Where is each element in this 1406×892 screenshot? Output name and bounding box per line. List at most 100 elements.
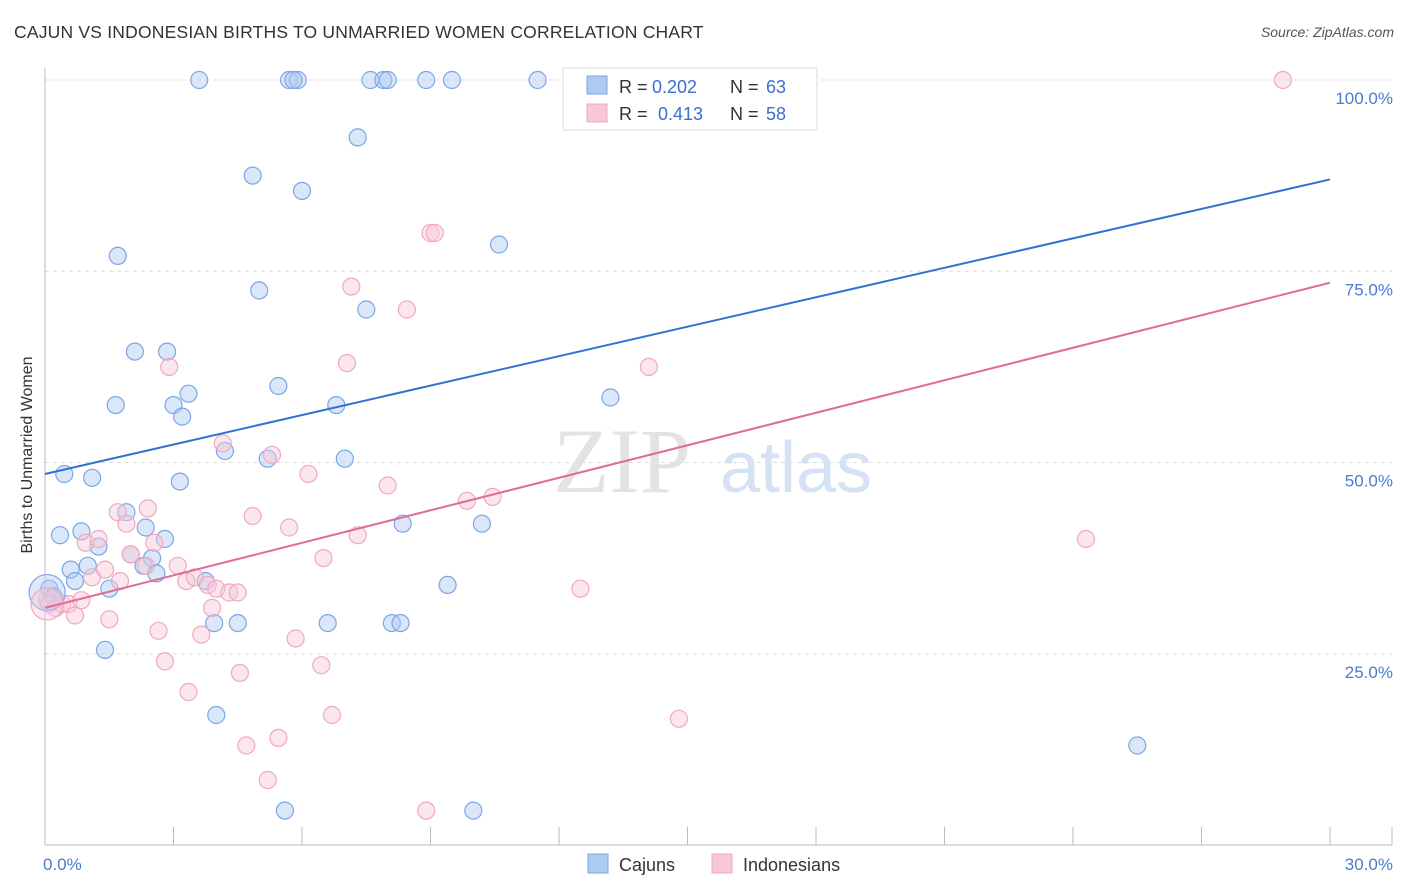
point-cajuns [78,556,97,575]
point-cajuns [1128,736,1147,755]
legend-n-label-cajuns: N = [730,77,759,97]
point-indonesians [299,464,318,484]
point-cajuns [489,235,509,254]
point-indonesians [1273,70,1293,90]
point-cajuns [158,342,177,361]
point-indonesians [421,223,440,243]
stats-legend: R = 0.202 N = 63 R = 0.413 N = 58 [562,67,818,131]
point-indonesians [425,223,444,243]
point-cajuns [417,70,436,90]
point-cluster-cajuns [28,573,66,612]
point-cajuns [155,529,174,549]
legend-n-value-cajuns: 63 [766,77,786,97]
point-cajuns [205,613,224,633]
bottom-legend-swatch-cajuns [587,853,609,874]
point-cajuns [378,70,397,90]
point-cajuns [72,522,91,541]
y-tick-label: 75.0% [1345,280,1393,299]
point-indonesians [237,736,256,755]
watermark: ZIP atlas [553,410,872,512]
point-indonesians [571,579,590,598]
point-cajuns [228,613,247,633]
point-cajuns [472,514,491,533]
point-cajuns [173,407,192,426]
point-indonesians [192,625,211,644]
point-indonesians [160,357,179,376]
point-indonesians [203,598,222,618]
point-indonesians [213,434,232,453]
point-cajuns [357,300,376,319]
point-indonesians [337,354,357,373]
point-cajuns [50,526,70,545]
point-indonesians [230,663,249,683]
point-cajuns [335,449,354,468]
point-indonesians [417,801,436,820]
point-indonesians [121,545,140,564]
point-indonesians [322,705,342,725]
trend-lines [44,178,1331,609]
series-indonesians [37,70,1293,820]
point-indonesians [269,728,288,748]
x-tick-label: 30.0% [1345,855,1393,874]
point-indonesians [100,610,119,629]
point-indonesians [348,526,367,545]
legend-swatch-cajuns [586,75,608,95]
point-indonesians [397,300,416,319]
point-cajuns [136,518,155,537]
point-indonesians [198,575,217,595]
point-indonesians [149,621,168,640]
point-indonesians [65,606,85,625]
series-legend: Cajuns Indonesians [587,853,840,875]
point-cajuns [250,281,269,300]
point-indonesians [378,476,397,495]
point-indonesians [228,583,247,602]
point-cajuns [207,705,226,725]
point-cajuns [179,384,198,403]
tick-labels: 25.0% 50.0% 75.0% 100.0% 0.0% 30.0% [43,89,1393,874]
point-indonesians [1076,529,1096,549]
point-cajuns [82,468,102,487]
legend-r-value-indonesians: 0.413 [658,104,703,124]
chart-title: CAJUN VS INDONESIAN BIRTHS TO UNMARRIED … [14,22,704,42]
legend-r-value-cajuns: 0.202 [652,77,697,97]
point-cajuns [61,560,80,579]
point-cajuns [288,70,307,90]
point-indonesians [314,548,333,568]
point-indonesians [639,357,659,376]
watermark-atlas: atlas [720,428,872,508]
point-cajuns [269,376,288,396]
point-cajuns [243,166,262,185]
point-cajuns [528,70,547,90]
point-indonesians [138,499,157,518]
point-indonesians [243,506,262,526]
legend-r-label-cajuns: R = [619,77,648,97]
point-cajuns [464,801,483,820]
y-tick-label: 50.0% [1345,472,1393,491]
point-cajuns [170,472,189,491]
point-indonesians [312,656,331,675]
point-cajuns [190,70,209,90]
point-indonesians [280,518,299,537]
point-indonesians [155,652,174,671]
point-indonesians [342,277,361,296]
point-cajuns [318,613,337,633]
point-cajuns [601,388,620,407]
point-indonesians [179,682,198,702]
y-tick-label: 25.0% [1345,663,1393,682]
bottom-legend-swatch-indonesians [711,853,733,874]
point-indonesians [89,529,108,549]
legend-n-value-indonesians: 58 [766,104,786,124]
point-cajuns [284,70,303,90]
y-tick-label: 100.0% [1335,89,1393,108]
point-indonesians [262,445,282,464]
point-cajuns [95,640,115,660]
point-cajuns [65,571,85,591]
point-indonesians [286,629,305,648]
point-indonesians [136,556,155,575]
point-indonesians [95,560,115,579]
bottom-legend-cajuns: Cajuns [619,855,675,875]
point-indonesians [117,514,136,533]
point-cajuns [438,575,457,595]
point-cajuns [106,396,125,415]
